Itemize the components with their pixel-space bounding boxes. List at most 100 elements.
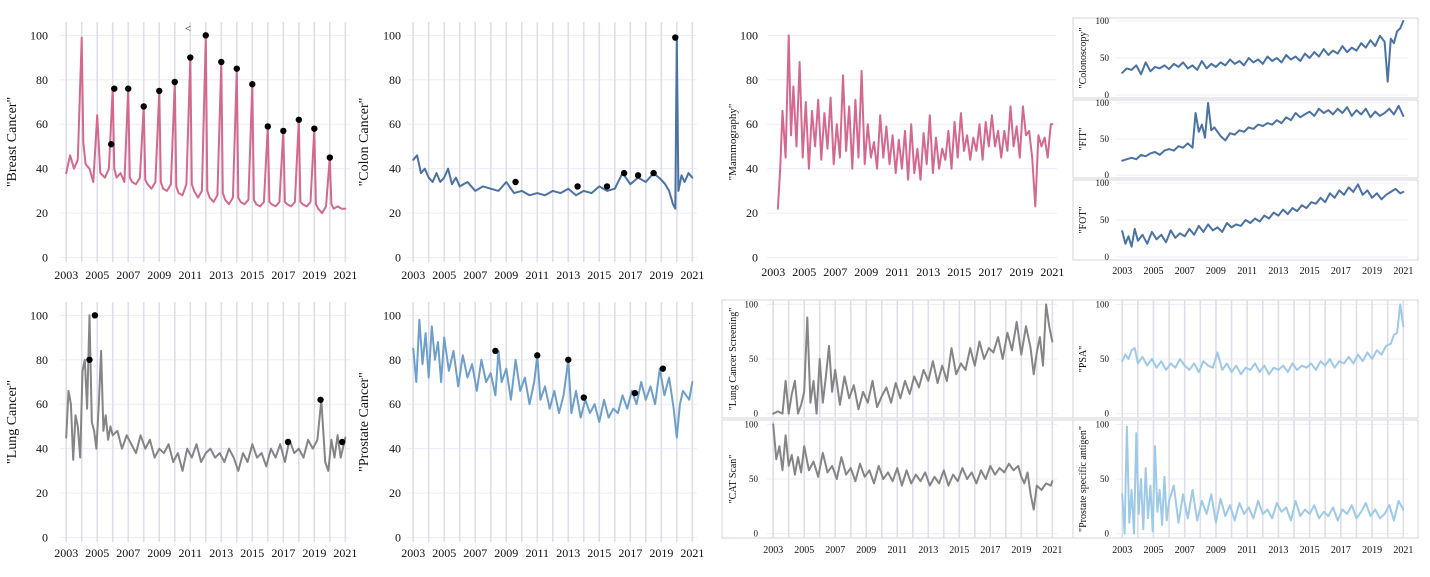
y-tick-label: 40 (36, 442, 48, 456)
y-axis-label: "FOT" (1078, 206, 1089, 233)
peak-marker (317, 396, 324, 403)
x-tick-label: 2011 (178, 268, 202, 282)
x-tick-label: 2011 (887, 545, 907, 556)
x-tick-label: 2007 (1175, 545, 1195, 556)
x-tick-label: 2005 (432, 546, 456, 560)
x-tick-label: 2009 (1206, 266, 1226, 277)
x-tick-label: 2011 (525, 268, 549, 282)
y-tick-label: 60 (746, 117, 758, 131)
y-tick-label: 50 (1100, 474, 1110, 484)
x-tick-label: 2015 (949, 545, 969, 556)
x-tick-label: 2015 (587, 546, 611, 560)
y-tick-label: 60 (36, 397, 48, 411)
series-line (412, 36, 694, 210)
annotation-glyph: < (185, 23, 191, 35)
x-tick-label: 2013 (1268, 266, 1288, 277)
y-axis-label: "Colonoscopy" (1078, 28, 1089, 89)
y-axis-label: "CAT Scan" (728, 455, 739, 504)
peak-marker (512, 178, 519, 186)
y-tick-label: 100 (745, 419, 759, 429)
x-tick-label: 2011 (1237, 266, 1257, 277)
y-axis-label: "PSA" (1078, 346, 1089, 373)
panel-fot: 0 50 100 2003 2005 2007 2009 2011 2013 2015 2017 20… (1072, 178, 1419, 277)
y-tick-label: 40 (36, 162, 48, 176)
x-tick-label: 2017 (1331, 545, 1351, 556)
x-tick-label: 2007 (463, 268, 487, 282)
y-tick-label: 100 (383, 28, 401, 42)
peak-marker (326, 154, 334, 161)
y-tick-label: 100 (1096, 98, 1110, 108)
x-tick-label: 2005 (432, 268, 456, 282)
peak-marker (580, 394, 587, 401)
x-tick-label: 2015 (1300, 266, 1320, 277)
series-line (1121, 20, 1405, 83)
x-tick-label: 2005 (792, 265, 816, 279)
peak-marker (249, 81, 256, 88)
x-tick-label: 2019 (1011, 545, 1031, 556)
x-tick-label: 2015 (587, 268, 611, 282)
panel-frame (1072, 99, 1419, 179)
y-tick-label: 100 (1096, 299, 1110, 309)
y-tick-label: 20 (746, 206, 758, 220)
x-tick-label: 2009 (854, 265, 878, 279)
peak-marker (280, 127, 287, 135)
x-tick-label: 2019 (302, 546, 326, 560)
series-line (1121, 183, 1405, 248)
y-tick-label: 20 (36, 486, 48, 500)
x-tick-label: 2007 (463, 546, 487, 560)
x-tick-label: 2015 (240, 268, 264, 282)
panel-frame (1072, 299, 1419, 419)
y-tick-label: 80 (746, 73, 758, 87)
x-tick-label: 2009 (856, 545, 876, 556)
peak-marker (86, 356, 93, 363)
y-tick-label: 60 (36, 117, 48, 131)
peak-marker (171, 78, 178, 86)
y-tick-label: 0 (42, 531, 48, 545)
y-axis-label: "Mammography" (727, 104, 739, 181)
peak-marker (111, 85, 118, 92)
y-tick-label: 100 (30, 308, 48, 322)
x-tick-label: 2021 (1040, 265, 1064, 279)
y-tick-label: 50 (1100, 354, 1110, 364)
x-tick-label: 2021 (1393, 545, 1413, 556)
peak-marker (233, 65, 240, 72)
series-line (412, 318, 694, 439)
x-tick-label: 2015 (240, 546, 264, 560)
y-tick-label: 40 (746, 162, 758, 176)
x-tick-label: 2017 (618, 546, 642, 560)
x-tick-label: 2011 (525, 546, 549, 560)
x-tick-label: 2011 (178, 546, 202, 560)
y-tick-label: 0 (754, 409, 759, 419)
x-tick-label: 2009 (147, 268, 171, 282)
y-tick-label: 80 (36, 73, 48, 87)
x-tick-label: 2019 (649, 546, 673, 560)
y-tick-label: 0 (395, 251, 401, 265)
y-tick-label: 50 (1100, 134, 1110, 144)
x-tick-label: 2009 (147, 546, 171, 560)
panel-frame (1072, 419, 1419, 539)
peak-marker (284, 438, 292, 446)
x-tick-label: 2007 (116, 268, 140, 282)
x-tick-label: 2003 (1112, 545, 1132, 556)
peak-marker (311, 125, 318, 132)
x-tick-label: 2007 (116, 546, 140, 560)
peak-marker (91, 312, 99, 319)
peak-marker (492, 347, 499, 355)
x-tick-label: 2005 (85, 546, 109, 560)
x-tick-label: 2021 (333, 268, 357, 282)
panel-breast: 0 20 40 60 80 100 2003 2005 2007 2009 2011 2013 2015… (5, 22, 357, 282)
x-tick-label: 2019 (1009, 265, 1033, 279)
y-tick-label: 0 (395, 531, 401, 545)
x-tick-label: 2005 (1143, 266, 1163, 277)
y-tick-label: 0 (1105, 170, 1110, 180)
peak-marker (295, 116, 303, 123)
series-line (776, 34, 1054, 210)
x-tick-label: 2003 (54, 546, 78, 560)
x-tick-label: 2013 (556, 268, 580, 282)
x-tick-label: 2019 (649, 268, 673, 282)
x-tick-label: 2009 (1206, 545, 1226, 556)
y-axis-label: "Lung Cancer" (5, 380, 20, 464)
y-tick-label: 0 (1105, 90, 1110, 100)
y-tick-label: 0 (1105, 252, 1110, 262)
x-tick-label: 2017 (978, 265, 1002, 279)
